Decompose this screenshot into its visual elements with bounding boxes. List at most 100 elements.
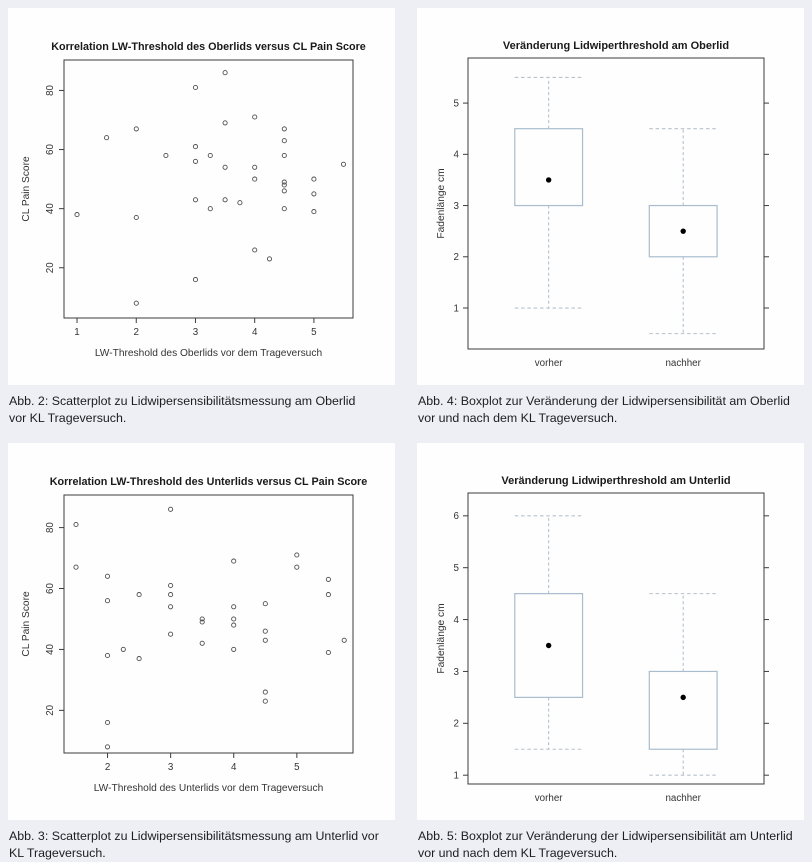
scatter-point xyxy=(237,200,243,206)
scatter-point xyxy=(252,247,258,253)
median-dot xyxy=(680,694,686,701)
chart-title: Korrelation LW-Threshold des Unterlids v… xyxy=(50,476,368,488)
boxplot-oberlid-chart: Veränderung Lidwiperthreshold am Oberlid… xyxy=(436,40,769,369)
scatter-point xyxy=(281,188,287,194)
scatter-point xyxy=(168,582,174,589)
chart-title: Veränderung Lidwiperthreshold am Unterli… xyxy=(501,475,730,487)
scatter-point xyxy=(163,152,169,159)
scatter-point xyxy=(311,191,317,197)
scatter-point xyxy=(199,619,205,625)
x-tick-label: 2 xyxy=(105,762,110,773)
plot-border xyxy=(467,57,765,350)
scatter-point xyxy=(325,576,331,582)
figure-abb2: Korrelation LW-Threshold des Oberlids ve… xyxy=(8,8,395,443)
scatter-point xyxy=(104,719,111,726)
scatter-point xyxy=(136,656,142,662)
scatter-point xyxy=(168,604,174,610)
scatter-point xyxy=(252,164,258,170)
y-axis-label: Fadenlänge cm xyxy=(436,168,447,238)
scatter-point xyxy=(311,209,317,215)
scatter-point xyxy=(222,164,228,170)
scatter-point xyxy=(104,573,111,579)
y-axis-label: Fadenlänge cm xyxy=(436,603,447,673)
scatter-point xyxy=(73,564,79,570)
y-axis-label: CL Pain Score xyxy=(21,156,32,222)
scatter-point xyxy=(231,646,237,652)
y-tick-label: 20 xyxy=(45,262,56,273)
scatter-point xyxy=(262,637,268,643)
scatter-point xyxy=(262,628,268,634)
scatter-point xyxy=(104,744,111,750)
category-label: nachher xyxy=(665,793,701,804)
scatter-point xyxy=(104,598,111,604)
category-label: vorher xyxy=(535,793,564,804)
x-tick-label: 5 xyxy=(311,327,317,338)
median-dot xyxy=(680,228,686,234)
scatter-point xyxy=(325,649,331,656)
y-tick-label: 40 xyxy=(45,203,56,214)
scatter-point xyxy=(325,592,331,598)
scatter-point xyxy=(262,698,268,704)
scatter-point xyxy=(222,197,228,203)
scatter-point xyxy=(281,138,287,144)
figure-caption-abb2: Abb. 2: Scatterplot zu Lidwipersensibili… xyxy=(9,394,356,426)
x-tick-label: 2 xyxy=(134,327,139,338)
scatter-point xyxy=(311,176,317,182)
scatter-point xyxy=(231,616,237,622)
figure-caption-abb4: Abb. 4: Boxplot zur Veränderung der Lidw… xyxy=(418,394,790,426)
y-tick-label: 4 xyxy=(454,150,460,161)
scatter-point xyxy=(133,300,139,306)
scatter-point xyxy=(120,646,126,652)
x-tick-label: 1 xyxy=(74,327,79,338)
x-tick-label: 3 xyxy=(193,327,199,338)
scatter-point xyxy=(266,256,273,262)
scatter-point xyxy=(133,214,139,221)
scatter-unterlid-chart: Korrelation LW-Threshold des Unterlids v… xyxy=(21,476,368,794)
scatter-point xyxy=(281,179,287,185)
scatter-point xyxy=(199,640,205,646)
y-tick-label: 80 xyxy=(45,522,56,533)
boxplot-unterlid-chart: Veränderung Lidwiperthreshold am Unterli… xyxy=(436,475,769,804)
y-tick-label: 4 xyxy=(454,615,460,626)
scatter-oberlid-panel: Korrelation LW-Threshold des Oberlids ve… xyxy=(8,8,395,385)
figure-caption-abb3: Abb. 3: Scatterplot zu Lidwipersensibili… xyxy=(9,829,379,861)
plot-border xyxy=(63,59,354,319)
scatter-point xyxy=(294,564,300,570)
box-iqr xyxy=(648,670,718,750)
y-tick-label: 60 xyxy=(45,144,56,155)
scatter-point xyxy=(192,277,199,283)
category-label: nachher xyxy=(665,358,701,369)
scatter-point xyxy=(192,158,199,164)
y-tick-label: 5 xyxy=(454,98,460,109)
y-tick-label: 3 xyxy=(454,201,460,212)
plot-border xyxy=(467,492,765,785)
scatter-point xyxy=(192,84,199,91)
box-iqr xyxy=(514,128,584,207)
scatter-point xyxy=(207,152,213,159)
scatter-point xyxy=(104,135,110,141)
scatter-point xyxy=(340,161,347,167)
scatter-point xyxy=(136,592,142,598)
chart-title: Veränderung Lidwiperthreshold am Oberlid xyxy=(503,40,729,52)
figure-abb4: Veränderung Lidwiperthreshold am Oberlid… xyxy=(417,8,804,443)
category-label: vorher xyxy=(535,358,564,369)
y-tick-label: 2 xyxy=(454,719,459,730)
median-dot xyxy=(545,177,552,183)
scatter-point xyxy=(199,616,205,622)
scatter-point xyxy=(222,120,228,126)
scatter-point xyxy=(168,592,174,598)
x-tick-label: 4 xyxy=(252,327,258,338)
x-tick-label: 4 xyxy=(231,762,237,773)
figure-abb5: Veränderung Lidwiperthreshold am Unterli… xyxy=(417,443,804,862)
y-tick-label: 40 xyxy=(45,643,56,654)
boxplot-unterlid-panel: Veränderung Lidwiperthreshold am Unterli… xyxy=(417,443,804,820)
scatter-point xyxy=(192,197,199,203)
figure-caption-abb5: Abb. 5: Boxplot zur Veränderung der Lidw… xyxy=(418,829,793,861)
y-tick-label: 20 xyxy=(45,704,56,715)
x-axis-label: LW-Threshold des Unterlids vor dem Trage… xyxy=(94,783,324,794)
y-tick-label: 5 xyxy=(454,563,460,574)
x-axis-label: LW-Threshold des Oberlids vor dem Tragev… xyxy=(95,348,322,359)
chart-title: Korrelation LW-Threshold des Oberlids ve… xyxy=(51,41,366,53)
scatter-point xyxy=(133,126,139,132)
